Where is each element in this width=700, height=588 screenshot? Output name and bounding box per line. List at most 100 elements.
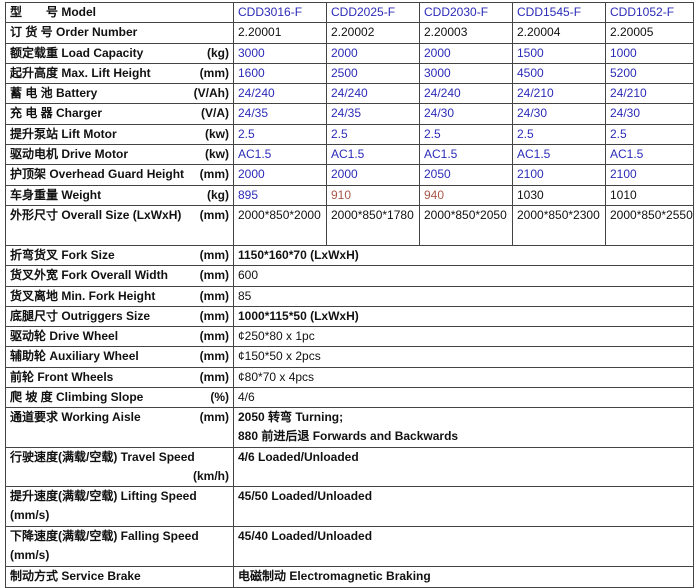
spec-value-line: 1150*160*70 (LxWxH) <box>238 247 359 262</box>
spec-label: 下降速度(满载/空载) Falling Speed <box>10 529 199 544</box>
model-cell: CDD2025-F <box>326 1 420 24</box>
spec-label-cell: 辅助轮 Auxiliary Wheel (mm) <box>5 346 234 368</box>
spec-value-line: ¢150*50 x 2pcs <box>238 349 321 364</box>
spec-unit: (mm) <box>199 308 229 323</box>
spec-label: 货叉离地 Min. Fork Height <box>10 288 156 303</box>
spec-label: 起升高度 Max. Lift Height <box>10 65 151 80</box>
spec-label: 车身重量 Weight <box>10 187 102 202</box>
spec-row: 前轮 Front Wheels (mm) ¢80*70 x 4pcs <box>5 366 694 389</box>
spec-row: 车身重量 Weight (kg) 895 910 940 1030 1010 <box>5 184 694 206</box>
spec-value-line: ¢250*80 x 1pc <box>238 329 315 344</box>
model-label: 型 号 Model <box>5 1 234 24</box>
spec-value: 2.5 <box>512 123 606 146</box>
spec-row: 驱动电机 Drive Motor (kw) AC1.5 AC1.5 AC1.5 AC1.5… <box>5 144 694 166</box>
spec-table: 型 号 Model CDD3016-F CDD2025-F CDD2030-F CDD1… <box>5 1 694 588</box>
spec-value: 2.20002 <box>326 22 420 44</box>
spec-label: 外形尺寸 Overall Size (LxWxH) <box>10 207 182 222</box>
spec-label: 驱动轮 Drive Wheel <box>10 329 119 344</box>
spec-label: 驱动电机 Drive Motor <box>10 147 129 162</box>
spec-label: 护顶架 Overhead Guard Height <box>10 167 185 182</box>
spec-value: 2.20004 <box>512 22 606 44</box>
spec-value: ¢250*80 x 1pc <box>233 326 694 348</box>
spec-value: 2100 <box>512 164 606 186</box>
spec-row: 货叉离地 Min. Fork Height (mm) 85 <box>5 285 694 307</box>
spec-value: 24/30 <box>419 103 513 125</box>
spec-value: 2.20003 <box>419 22 513 44</box>
spec-value-line: 600 <box>238 268 259 283</box>
spec-label-cell: 起升高度 Max. Lift Height (mm) <box>5 62 234 85</box>
spec-value: 2050 <box>419 164 513 186</box>
spec-value-line: 45/40 Loaded/Unloaded <box>238 529 373 544</box>
spec-value: 2000 <box>326 164 420 186</box>
spec-label-cell: 护顶架 Overhead Guard Height (mm) <box>5 164 234 186</box>
model-cell: CDD2030-F <box>419 1 513 24</box>
spec-value: 2000 <box>233 164 327 186</box>
spec-label-cell: 提升泵站 Lift Motor (kw) <box>5 123 234 146</box>
spec-unit: (mm) <box>199 410 229 425</box>
spec-value: 电磁制动 Electromagnetic Braking <box>233 566 694 588</box>
spec-row: 行驶速度(满载/空载) Travel Speed (km/h) 4/6 Loaded… <box>5 447 694 488</box>
spec-value-line: ¢80*70 x 4pcs <box>238 369 315 384</box>
spec-value: 24/240 <box>419 83 513 105</box>
spec-unit: (km/h) <box>193 469 229 484</box>
spec-label: 前轮 Front Wheels <box>10 369 114 384</box>
model-row: 型 号 Model CDD3016-F CDD2025-F CDD2030-F CDD1… <box>5 1 694 24</box>
spec-label-cell: 外形尺寸 Overall Size (LxWxH) (mm) <box>5 204 234 246</box>
spec-value-line: 4/6 Loaded/Unloaded <box>238 450 359 465</box>
spec-unit: (mm) <box>199 65 229 80</box>
spec-value: 2100 <box>605 164 694 186</box>
spec-value: 2.5 <box>233 123 327 146</box>
spec-value: 2.5 <box>419 123 513 146</box>
spec-label-cell: 蓄 电 池 Battery (V/Ah) <box>5 83 234 105</box>
spec-value-line: 4/6 <box>238 390 255 405</box>
spec-value: 600 <box>233 265 694 287</box>
spec-value: AC1.5 <box>512 144 606 166</box>
spec-value: 2000 <box>419 42 513 64</box>
spec-value: 2000*850*2550 <box>605 204 694 246</box>
spec-value: 1000*115*50 (LxWxH) <box>233 305 694 328</box>
spec-label-cell: 驱动电机 Drive Motor (kw) <box>5 144 234 166</box>
spec-label-cell: 制动方式 Service Brake <box>5 566 234 588</box>
model-cell: CDD1545-F <box>512 1 606 24</box>
spec-row: 货叉外宽 Fork Overall Width (mm) 600 <box>5 265 694 287</box>
spec-row: 充 电 器 Charger (V/A) 24/35 24/35 24/30 24/30 24… <box>5 103 694 125</box>
spec-unit: (mm/s) <box>10 508 50 523</box>
spec-row: 提升泵站 Lift Motor (kw) 2.5 2.5 2.5 2.5 2.5 <box>5 123 694 146</box>
spec-row: 通道要求 Working Aisle (mm) 2050 转弯 Turning; 88… <box>5 407 694 449</box>
spec-label: 充 电 器 Charger <box>10 106 103 121</box>
spec-value: 2050 转弯 Turning; 880 前进后退 Forwards and Ba… <box>233 407 694 449</box>
spec-value: 4/6 <box>233 387 694 409</box>
spec-value: 24/30 <box>605 103 694 125</box>
spec-value: 5200 <box>605 62 694 85</box>
spec-value: AC1.5 <box>419 144 513 166</box>
spec-row: 外形尺寸 Overall Size (LxWxH) (mm) 2000*850*20… <box>5 204 694 246</box>
spec-value: 910 <box>326 184 420 206</box>
spec-row: 额定载重 Load Capacity (kg) 3000 2000 2000 1500 10… <box>5 42 694 64</box>
spec-unit: (mm) <box>199 247 229 262</box>
spec-label: 通道要求 Working Aisle <box>10 410 141 425</box>
spec-unit: (%) <box>210 390 229 405</box>
spec-value: 2000 <box>326 42 420 64</box>
spec-label-cell: 车身重量 Weight (kg) <box>5 184 234 206</box>
spec-value: 24/30 <box>512 103 606 125</box>
spec-label-cell: 提升速度(满载/空载) Lifting Speed (mm/s) <box>5 486 234 528</box>
spec-row: 订 货 号 Order Number 2.20001 2.20002 2.20003 2… <box>5 22 694 44</box>
spec-value: AC1.5 <box>605 144 694 166</box>
spec-value: 1600 <box>233 62 327 85</box>
spec-label-cell: 爬 坡 度 Climbing Slope (%) <box>5 387 234 409</box>
spec-unit: (mm) <box>199 167 229 182</box>
spec-value: 24/35 <box>233 103 327 125</box>
spec-value: 1150*160*70 (LxWxH) <box>233 244 694 267</box>
spec-value: 2000*850*2050 <box>419 204 513 246</box>
spec-unit: (mm) <box>199 268 229 283</box>
spec-value: 3000 <box>419 62 513 85</box>
spec-value: 1030 <box>512 184 606 206</box>
spec-label-cell: 额定载重 Load Capacity (kg) <box>5 42 234 64</box>
spec-row: 折弯货叉 Fork Size (mm) 1150*160*70 (LxWxH) <box>5 244 694 267</box>
spec-value: 1010 <box>605 184 694 206</box>
spec-unit: (kg) <box>207 45 229 60</box>
spec-label-cell: 货叉离地 Min. Fork Height (mm) <box>5 285 234 307</box>
spec-value-line: 2050 转弯 Turning; <box>238 410 344 425</box>
spec-unit: (mm) <box>199 288 229 303</box>
spec-value: 3000 <box>233 42 327 64</box>
